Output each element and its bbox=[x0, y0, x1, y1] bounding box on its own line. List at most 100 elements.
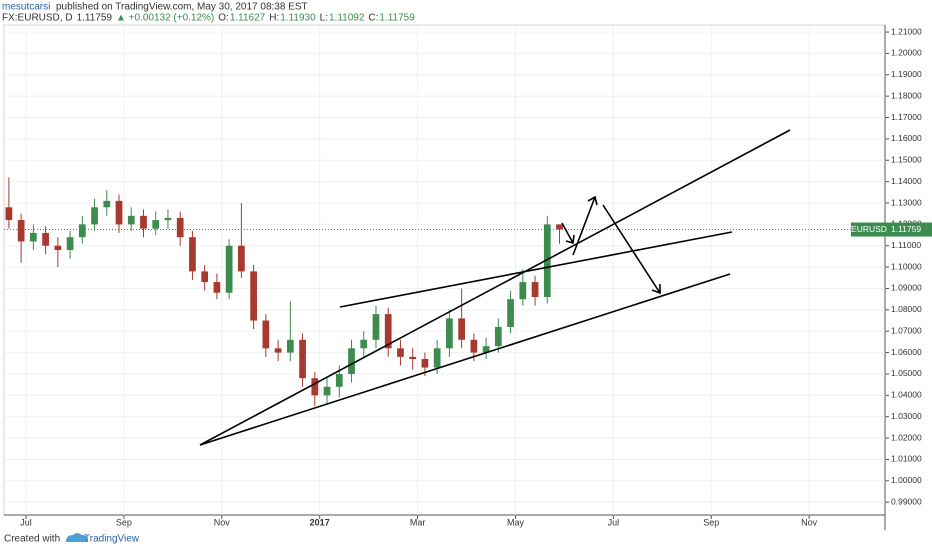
y-tick-label: 1.11000 bbox=[891, 240, 921, 250]
y-tick-label: 1.14000 bbox=[891, 176, 922, 186]
candle-body bbox=[494, 326, 502, 347]
grid bbox=[4, 25, 885, 515]
candle-body bbox=[176, 217, 184, 238]
candle-body bbox=[482, 346, 490, 353]
y-tick-label: 1.15000 bbox=[891, 155, 922, 165]
candle-body bbox=[42, 232, 49, 246]
candle-body bbox=[470, 339, 478, 353]
price-tag-name-bg bbox=[851, 222, 887, 237]
subtitle: published on TradingView.com, May 30, 20… bbox=[56, 2, 308, 13]
candle-body bbox=[238, 245, 245, 272]
candle-body bbox=[91, 207, 98, 225]
legend-text: 1.11759 bbox=[379, 13, 415, 24]
candle-body bbox=[507, 299, 514, 327]
x-tick-label: 2017 bbox=[310, 517, 330, 527]
legend-text: L: bbox=[320, 13, 328, 24]
y-tick-label: 0.99000 bbox=[891, 496, 922, 506]
legend-text: 1.11759 bbox=[77, 13, 113, 24]
x-tick-label: Jul bbox=[20, 517, 32, 527]
x-tick-label: Jul bbox=[608, 517, 620, 527]
candle-body bbox=[140, 215, 147, 229]
candle-body bbox=[421, 359, 429, 368]
brand[interactable]: TradingView bbox=[84, 534, 140, 545]
y-tick-label: 1.01000 bbox=[891, 454, 922, 464]
brand-logo bbox=[66, 533, 88, 542]
candle-body bbox=[286, 339, 294, 353]
legend-text: 1.11092 bbox=[329, 13, 365, 24]
x-tick-label: Sep bbox=[116, 517, 132, 527]
y-tick-label: 1.16000 bbox=[891, 133, 922, 143]
arrow bbox=[572, 195, 598, 256]
candle-body bbox=[360, 339, 368, 349]
candle-body bbox=[299, 339, 306, 379]
candle-body bbox=[335, 373, 343, 387]
candle-body bbox=[78, 224, 86, 238]
candle-body bbox=[201, 271, 209, 283]
y-tick-label: 1.18000 bbox=[891, 90, 922, 100]
x-tick-label: Sep bbox=[703, 517, 719, 527]
trend-line bbox=[199, 129, 791, 446]
y-tick-label: 1.00000 bbox=[891, 475, 922, 485]
candle-body bbox=[30, 232, 37, 242]
y-tick-label: 1.05000 bbox=[891, 368, 922, 378]
axes: 0.99000 1.00000 1.01000 1.02000 1.03000 1.040… bbox=[20, 26, 932, 527]
candle-body bbox=[543, 224, 551, 298]
y-tick-label: 1.07000 bbox=[891, 325, 922, 335]
x-tick-label: Nov bbox=[214, 517, 231, 527]
candle-body bbox=[458, 318, 465, 340]
arrow bbox=[561, 222, 575, 245]
candle-body bbox=[446, 318, 453, 349]
candle-body bbox=[189, 237, 196, 272]
y-tick-label: 1.13000 bbox=[891, 197, 922, 207]
legend-text: C: bbox=[368, 13, 378, 24]
x-tick-label: Mar bbox=[410, 517, 426, 527]
arrow bbox=[602, 204, 661, 295]
candle-body bbox=[213, 282, 221, 293]
y-tick-label: 1.04000 bbox=[891, 390, 922, 400]
drawings bbox=[199, 129, 791, 446]
candle-body bbox=[323, 386, 331, 396]
candle-body bbox=[433, 348, 441, 368]
legend-text: 1.11930 bbox=[280, 13, 316, 24]
price-tag-name: EURUSD bbox=[851, 224, 887, 234]
y-tick-label: 1.10000 bbox=[891, 261, 922, 271]
y-tick-label: 1.03000 bbox=[891, 411, 922, 421]
legend-text: H: bbox=[269, 13, 279, 24]
candle-body bbox=[348, 348, 355, 374]
lower-channel-line bbox=[199, 273, 731, 446]
price-tag-bg bbox=[887, 222, 932, 237]
author[interactable]: mesutcarsi bbox=[2, 2, 50, 13]
y-tick-label: 1.21000 bbox=[891, 26, 922, 36]
candle-body bbox=[17, 220, 25, 242]
footer-bar bbox=[0, 530, 932, 550]
candle-body bbox=[250, 271, 257, 321]
y-tick-label: 1.08000 bbox=[891, 304, 922, 314]
candle-body bbox=[262, 320, 270, 349]
candle-body bbox=[115, 200, 123, 225]
x-tick-label: May bbox=[507, 517, 525, 527]
candle-body bbox=[225, 245, 233, 293]
footer: Created with bbox=[4, 534, 60, 545]
legend-text: FX:EURUSD, D bbox=[2, 13, 73, 24]
legend-text: 1.11627 bbox=[230, 13, 266, 24]
y-tick-label: 1.20000 bbox=[891, 48, 922, 58]
candle-body bbox=[519, 282, 527, 300]
candles bbox=[5, 177, 563, 407]
candle-body bbox=[164, 217, 172, 221]
legend-text: ▲ +0.00132 (+0.12%) bbox=[116, 13, 214, 24]
candle-body bbox=[5, 207, 13, 221]
candle-body bbox=[274, 348, 282, 353]
candle-body bbox=[531, 282, 539, 298]
legend-text: O: bbox=[218, 13, 229, 24]
y-tick-label: 1.17000 bbox=[891, 112, 922, 122]
y-tick-label: 1.19000 bbox=[891, 69, 922, 79]
candle-body bbox=[409, 356, 417, 360]
candle-body bbox=[127, 215, 135, 225]
y-tick-label: 1.09000 bbox=[891, 283, 922, 293]
candle-body bbox=[384, 314, 392, 349]
symbol-legend: FX:EURUSD, D 1.11759 ▲ +0.00132 (+0.12%) O:… bbox=[2, 13, 415, 24]
candle-body bbox=[54, 245, 62, 251]
candle-body bbox=[397, 348, 404, 357]
